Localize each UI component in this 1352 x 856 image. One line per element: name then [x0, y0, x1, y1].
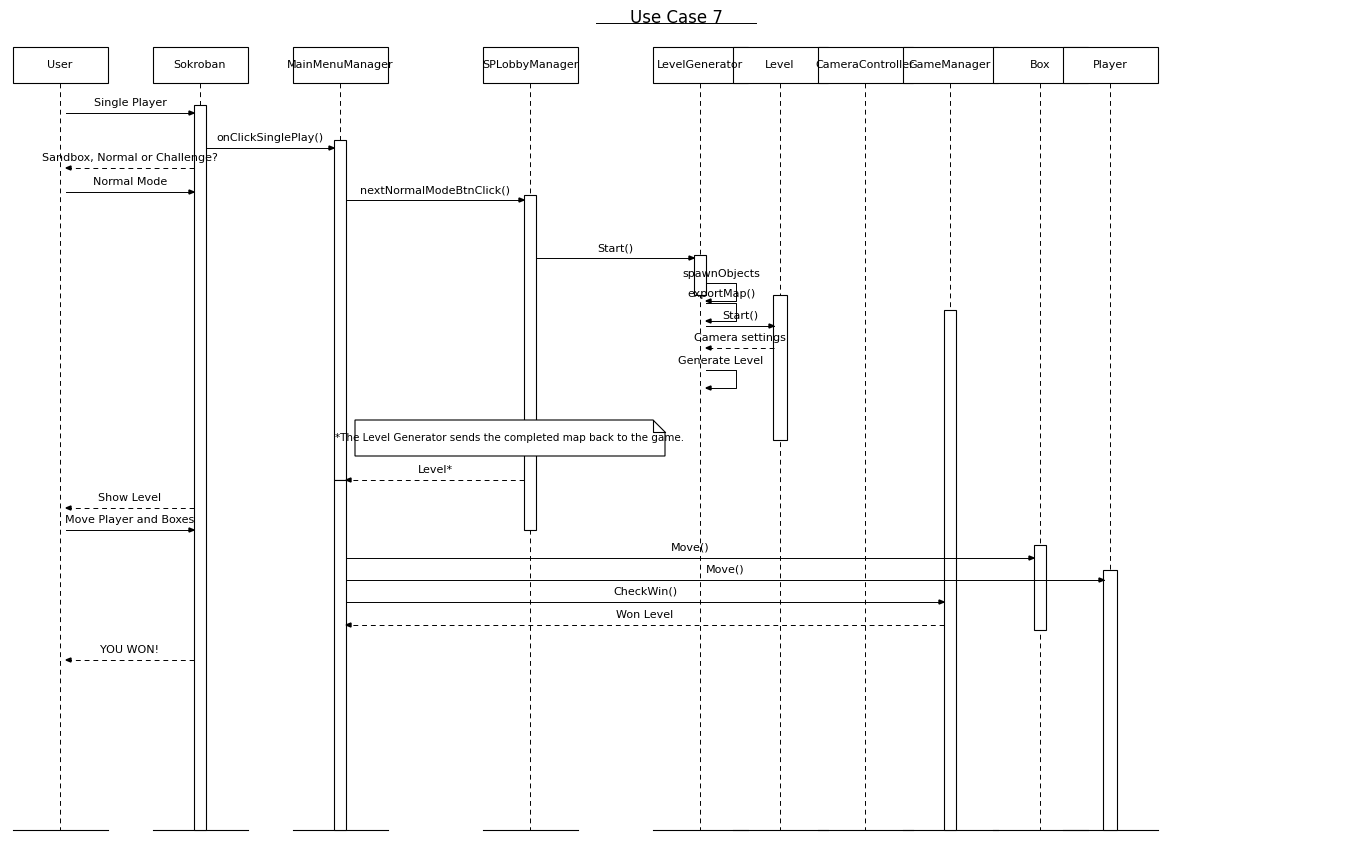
Bar: [334, 480, 346, 830]
Polygon shape: [690, 256, 694, 260]
Text: Start(): Start(): [722, 311, 758, 321]
Polygon shape: [329, 146, 334, 150]
Text: Move(): Move(): [671, 543, 710, 553]
Polygon shape: [189, 190, 193, 194]
Polygon shape: [706, 299, 711, 303]
Text: Box: Box: [1030, 60, 1051, 70]
Text: spawnObjects: spawnObjects: [681, 269, 760, 279]
Bar: [733, 47, 827, 83]
Bar: [653, 47, 748, 83]
Polygon shape: [66, 658, 72, 662]
Text: Move(): Move(): [706, 565, 745, 575]
Polygon shape: [706, 319, 711, 323]
Polygon shape: [66, 166, 72, 170]
Polygon shape: [706, 346, 711, 350]
Text: Generate Level: Generate Level: [679, 356, 764, 366]
Text: nextNormalModeBtnClick(): nextNormalModeBtnClick(): [360, 185, 510, 195]
Polygon shape: [346, 623, 352, 627]
Bar: [12, 47, 108, 83]
Polygon shape: [189, 528, 193, 532]
Text: exportMap(): exportMap(): [687, 289, 756, 299]
Bar: [694, 255, 706, 295]
Text: Move Player and Boxes: Move Player and Boxes: [65, 515, 195, 525]
Polygon shape: [940, 600, 944, 604]
Bar: [1034, 545, 1046, 630]
Text: Player: Player: [1092, 60, 1128, 70]
Bar: [1063, 47, 1157, 83]
Text: MainMenuManager: MainMenuManager: [287, 60, 393, 70]
Bar: [818, 47, 913, 83]
Text: Show Level: Show Level: [99, 493, 161, 503]
Text: Won Level: Won Level: [617, 610, 673, 620]
Text: Use Case 7: Use Case 7: [630, 9, 722, 27]
Text: SPLobbyManager: SPLobbyManager: [481, 60, 579, 70]
Polygon shape: [189, 111, 193, 115]
Polygon shape: [1029, 556, 1034, 560]
Text: CheckWin(): CheckWin(): [612, 587, 677, 597]
Polygon shape: [769, 324, 773, 328]
Polygon shape: [356, 420, 665, 456]
Bar: [292, 47, 388, 83]
Bar: [525, 195, 535, 530]
Text: Level: Level: [765, 60, 795, 70]
Text: onClickSinglePlay(): onClickSinglePlay(): [216, 133, 323, 143]
Bar: [773, 295, 787, 440]
Bar: [334, 140, 346, 480]
Polygon shape: [66, 506, 72, 510]
Polygon shape: [519, 198, 525, 202]
Text: YOU WON!: YOU WON!: [100, 645, 160, 655]
Text: GameManager: GameManager: [909, 60, 991, 70]
Text: CameraController: CameraController: [815, 60, 914, 70]
Text: Start(): Start(): [598, 243, 633, 253]
Polygon shape: [1099, 578, 1105, 582]
Text: Normal Mode: Normal Mode: [93, 177, 168, 187]
Bar: [483, 47, 577, 83]
Text: Level*: Level*: [418, 465, 453, 475]
Text: Camera settings: Camera settings: [694, 333, 786, 343]
Text: User: User: [47, 60, 73, 70]
Bar: [903, 47, 998, 83]
Text: Sandbox, Normal or Challenge?: Sandbox, Normal or Challenge?: [42, 153, 218, 163]
Polygon shape: [706, 386, 711, 390]
Text: *The Level Generator sends the completed map back to the game.: *The Level Generator sends the completed…: [335, 433, 684, 443]
Text: LevelGenerator: LevelGenerator: [657, 60, 744, 70]
Polygon shape: [346, 478, 352, 482]
Text: Sokroban: Sokroban: [174, 60, 226, 70]
Bar: [193, 105, 206, 830]
Bar: [153, 47, 247, 83]
Text: Single Player: Single Player: [93, 98, 166, 108]
Bar: [992, 47, 1087, 83]
Bar: [944, 310, 956, 830]
Bar: [1103, 570, 1117, 830]
